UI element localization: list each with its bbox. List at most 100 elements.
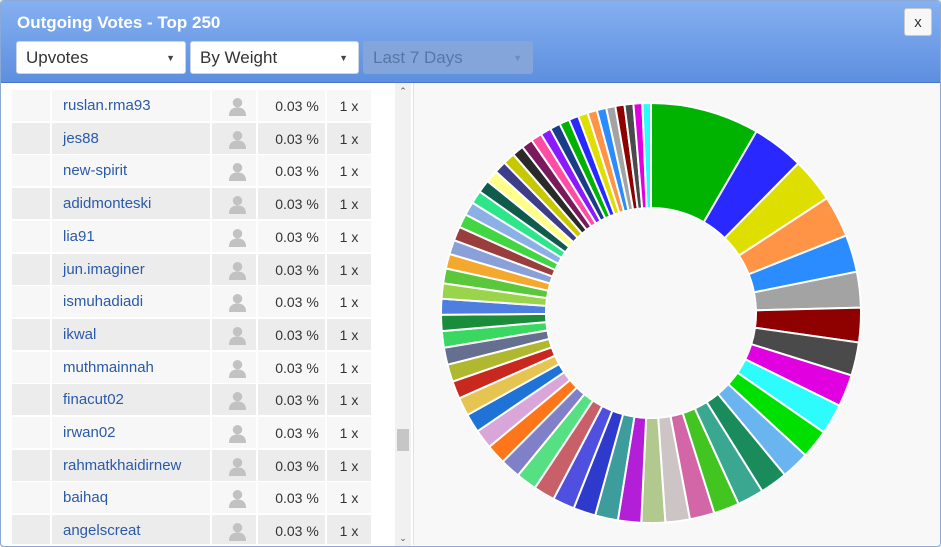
rank-cell <box>12 220 50 252</box>
sort-value: By Weight <box>200 48 278 67</box>
count-cell: 1 x <box>327 90 371 121</box>
avatar-cell <box>212 449 256 481</box>
percent-cell: 0.03 % <box>258 318 325 350</box>
rank-cell <box>12 449 50 481</box>
avatar-cell <box>212 482 256 514</box>
vote-percent: 0.03 % <box>275 196 319 213</box>
avatar-cell <box>212 286 256 318</box>
user-cell: ismuhadiadi <box>52 286 210 318</box>
user-cell: ikwal <box>52 318 210 350</box>
vote-count: 1 x <box>339 490 359 507</box>
user-cell: jun.imaginer <box>52 253 210 285</box>
username-link[interactable]: ismuhadiadi <box>63 293 144 311</box>
user-cell: irwan02 <box>52 417 210 448</box>
donut-chart-svg <box>439 101 862 524</box>
table-row: finacut02 0.03 % 1 x <box>12 384 371 416</box>
count-cell: 1 x <box>327 286 371 318</box>
count-cell: 1 x <box>327 318 371 350</box>
table-row: ruslan.rma93 0.03 % 1 x <box>12 90 371 121</box>
user-cell: new-spirit <box>52 155 210 187</box>
username-link[interactable]: ruslan.rma93 <box>63 97 151 114</box>
vote-percent: 0.03 % <box>275 359 319 376</box>
scrollbar-thumb[interactable] <box>397 429 409 451</box>
username-link[interactable]: baihaq <box>63 489 109 507</box>
user-silhouette-icon <box>228 228 247 247</box>
vote-type-select[interactable]: Upvotes ▼ <box>16 41 186 74</box>
vote-percent: 0.03 % <box>275 490 319 507</box>
count-cell: 1 x <box>327 351 371 383</box>
caret-down-icon: ▼ <box>166 53 175 63</box>
rank-cell <box>12 122 50 154</box>
rank-cell <box>12 90 50 121</box>
username-link[interactable]: muthmainnah <box>63 358 154 376</box>
username-link[interactable]: rahmatkhaidirnew <box>63 456 182 474</box>
avatar-cell <box>212 417 256 448</box>
vote-count: 1 x <box>339 163 359 180</box>
user-cell: jes88 <box>52 122 210 154</box>
username-link[interactable]: finacut02 <box>63 391 124 409</box>
table-row: angelscreat 0.03 % 1 x <box>12 515 371 544</box>
vote-count: 1 x <box>339 425 359 441</box>
user-silhouette-icon <box>228 261 247 280</box>
table-row: lia91 0.03 % 1 x <box>12 220 371 252</box>
username-link[interactable]: jun.imaginer <box>63 260 145 278</box>
dialog-title: Outgoing Votes - Top 250 <box>17 13 221 32</box>
avatar-cell <box>212 515 256 544</box>
user-silhouette-icon <box>228 424 247 443</box>
table-row: rahmatkhaidirnew 0.03 % 1 x <box>12 449 371 481</box>
table-row: irwan02 0.03 % 1 x <box>12 417 371 448</box>
count-cell: 1 x <box>327 449 371 481</box>
username-link[interactable]: adidmonteski <box>63 195 152 213</box>
count-cell: 1 x <box>327 482 371 514</box>
vote-percent: 0.03 % <box>275 523 319 540</box>
caret-down-icon: ▼ <box>339 53 348 63</box>
scroll-down-arrow-icon[interactable]: ⌄ <box>399 533 407 543</box>
vote-count: 1 x <box>339 196 359 213</box>
donut-hole <box>547 209 755 417</box>
vote-count: 1 x <box>339 457 359 474</box>
vote-count: 1 x <box>339 261 359 278</box>
user-silhouette-icon <box>228 130 247 149</box>
sort-select[interactable]: By Weight ▼ <box>190 41 359 74</box>
vote-percent: 0.03 % <box>275 457 319 474</box>
username-link[interactable]: new-spirit <box>63 162 128 180</box>
percent-cell: 0.03 % <box>258 122 325 154</box>
username-link[interactable]: irwan02 <box>63 424 116 441</box>
user-silhouette-icon <box>228 457 247 476</box>
percent-cell: 0.03 % <box>258 286 325 318</box>
rank-cell <box>12 351 50 383</box>
percent-cell: 0.03 % <box>258 351 325 383</box>
table-row: jes88 0.03 % 1 x <box>12 122 371 154</box>
vote-count: 1 x <box>339 294 359 311</box>
count-cell: 1 x <box>327 515 371 544</box>
donut-slice[interactable] <box>641 101 652 210</box>
user-silhouette-icon <box>228 294 247 313</box>
rank-cell <box>12 286 50 318</box>
avatar-cell <box>212 220 256 252</box>
avatar-cell <box>212 253 256 285</box>
username-link[interactable]: lia91 <box>63 227 95 245</box>
scroll-up-arrow-icon[interactable]: ⌃ <box>399 86 407 96</box>
avatar-cell <box>212 155 256 187</box>
percent-cell: 0.03 % <box>258 515 325 544</box>
username-link[interactable]: jes88 <box>63 129 99 147</box>
user-cell: muthmainnah <box>52 351 210 383</box>
rank-cell <box>12 155 50 187</box>
close-button[interactable]: x <box>904 8 932 36</box>
user-silhouette-icon <box>228 163 247 182</box>
count-cell: 1 x <box>327 253 371 285</box>
list-scrollbar[interactable]: ⌃ ⌄ <box>395 83 411 546</box>
period-select[interactable]: Last 7 Days ▼ <box>363 41 533 74</box>
count-cell: 1 x <box>327 220 371 252</box>
rank-cell <box>12 318 50 350</box>
username-link[interactable]: ikwal <box>63 325 97 343</box>
table-row: baihaq 0.03 % 1 x <box>12 482 371 514</box>
percent-cell: 0.03 % <box>258 155 325 187</box>
user-cell: finacut02 <box>52 384 210 416</box>
voter-list: ruslan.rma93 0.03 % 1 x jes88 0.03 % 1 x new-s… <box>12 88 371 544</box>
percent-cell: 0.03 % <box>258 90 325 121</box>
percent-cell: 0.03 % <box>258 253 325 285</box>
username-link[interactable]: angelscreat <box>63 522 141 540</box>
avatar-cell <box>212 384 256 416</box>
